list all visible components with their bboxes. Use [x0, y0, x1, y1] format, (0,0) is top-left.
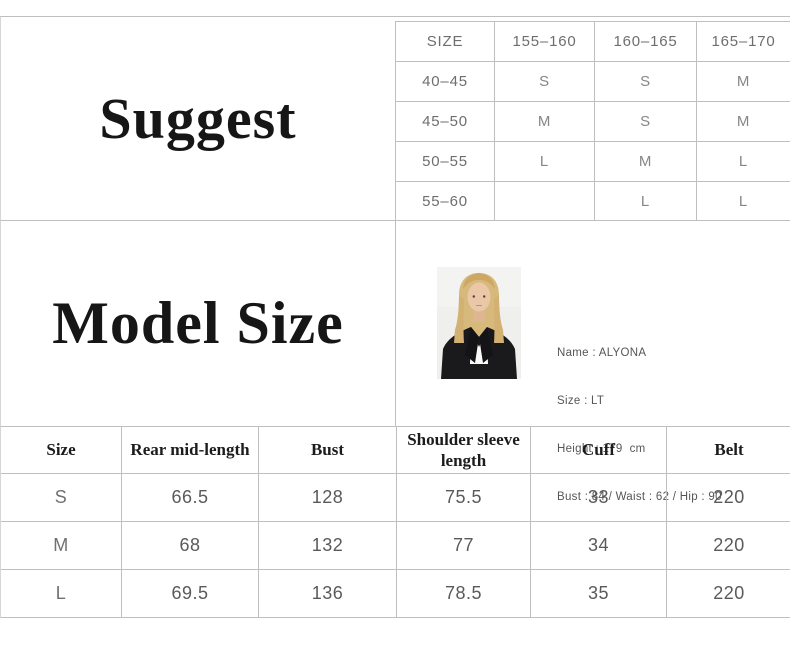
suggest-size-table: SIZE 155–160 160–165 165–170 40–45 S S M…: [395, 21, 790, 220]
measurement-table: Size Rear mid-length Bust Shoulder sleev…: [0, 427, 790, 618]
suggest-table-cell: M: [696, 101, 790, 141]
measure-value-cell: 35: [531, 570, 667, 618]
measure-value-cell: 128: [259, 474, 397, 522]
measure-value-cell: 34: [531, 522, 667, 570]
measure-value-cell: 75.5: [397, 474, 531, 522]
suggest-table-cell: M: [696, 61, 790, 101]
suggest-table-header-cell: 155–160: [494, 21, 594, 61]
measure-value-cell: 220: [667, 570, 790, 618]
measure-value-cell: 132: [259, 522, 397, 570]
measure-value-cell: 77: [397, 522, 531, 570]
measure-size-cell: L: [1, 570, 122, 618]
measure-header-cell: Cuff: [531, 427, 667, 474]
suggest-table-header-cell: SIZE: [395, 21, 494, 61]
model-portrait-illustration: [437, 267, 521, 379]
suggest-table-cell: L: [696, 141, 790, 181]
suggest-title-cell: Suggest: [1, 17, 395, 220]
model-body-line: Bust : 84 / Waist : 62 / Hip : 90: [557, 491, 722, 503]
measure-header-cell: Belt: [667, 427, 790, 474]
measure-value-cell: 136: [259, 570, 397, 618]
suggest-table-header-cell: 165–170: [696, 21, 790, 61]
model-size-line: Size : LT: [557, 395, 605, 407]
model-name-line: Name : ALYONA: [557, 347, 647, 359]
suggest-table-cell-empty: [494, 181, 594, 220]
measure-header-cell: Rear mid-length: [122, 427, 259, 474]
measure-header-cell: Size: [1, 427, 122, 474]
suggest-table-row-label: 40–45: [395, 61, 494, 101]
suggest-table-cell: M: [594, 141, 696, 181]
measure-value-cell: 33: [531, 474, 667, 522]
suggest-table-cell: S: [594, 101, 696, 141]
model-size-title: Model Size: [52, 290, 344, 356]
suggest-section: Suggest SIZE 155–160 160–165 165–170 40–…: [0, 16, 790, 221]
measure-value-cell: 78.5: [397, 570, 531, 618]
measure-value-cell: 220: [667, 474, 790, 522]
suggest-table-cell: L: [594, 181, 696, 220]
suggest-table-row-label: 50–55: [395, 141, 494, 181]
measure-value-cell: 68: [122, 522, 259, 570]
suggest-table-cell: S: [494, 61, 594, 101]
suggest-table-cell: S: [594, 61, 696, 101]
measure-value-cell: 66.5: [122, 474, 259, 522]
measure-header-cell: Shoulder sleeve length: [397, 427, 531, 474]
suggest-table-row-label: 55–60: [395, 181, 494, 220]
suggest-table-cell: M: [494, 101, 594, 141]
measure-value-cell: 220: [667, 522, 790, 570]
model-info-text: Name : ALYONA Size : LT Height : 179 cm …: [557, 313, 722, 537]
model-photo: [437, 267, 521, 379]
model-height-line: Height : 179 cm: [557, 443, 646, 455]
measure-size-cell: S: [1, 474, 122, 522]
measure-header-cell: Bust: [259, 427, 397, 474]
suggest-table-header-cell: 160–165: [594, 21, 696, 61]
measure-value-cell: 69.5: [122, 570, 259, 618]
model-size-title-cell: Model Size: [1, 221, 396, 426]
suggest-table-cell: L: [494, 141, 594, 181]
suggest-table-cell: L: [696, 181, 790, 220]
suggest-title: Suggest: [99, 86, 297, 151]
model-size-section: Model Size: [0, 221, 790, 503]
suggest-table-row-label: 45–50: [395, 101, 494, 141]
model-info-area: Name : ALYONA Size : LT Height : 179 cm …: [396, 221, 790, 503]
measure-size-cell: M: [1, 522, 122, 570]
